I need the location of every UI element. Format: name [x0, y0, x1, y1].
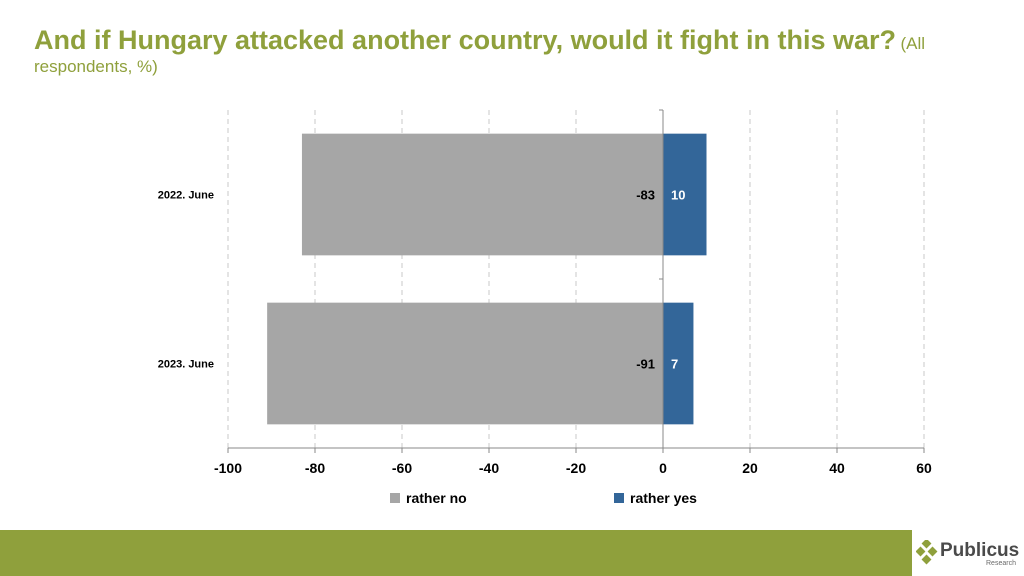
data-label: -83: [636, 188, 655, 203]
x-tick-label: 20: [742, 460, 758, 476]
logo-sub: Research: [986, 560, 1016, 567]
chart-title-sub: (All respondents, %): [34, 34, 926, 76]
logo-diamond-icon: [916, 540, 938, 565]
x-tick-label: -60: [392, 460, 412, 476]
x-tick-label: -20: [566, 460, 586, 476]
bar-rather-no: [301, 133, 663, 256]
bar-rather-yes: [663, 133, 707, 256]
x-tick-label: -40: [479, 460, 499, 476]
chart-title: And if Hungary attacked another country,…: [34, 24, 994, 78]
footer-bar: [0, 530, 912, 576]
x-tick-label: 0: [659, 460, 667, 476]
publicus-logo: Publicus Research: [916, 536, 1024, 572]
x-tick-label: -100: [214, 460, 242, 476]
data-label: -91: [636, 357, 655, 372]
bar-rather-yes: [663, 302, 694, 425]
x-tick-label: 40: [829, 460, 845, 476]
logo-name: Publicus: [940, 540, 1020, 561]
x-tick-label: 60: [916, 460, 932, 476]
category-label: 2022. June: [158, 190, 214, 202]
legend-label: rather yes: [630, 490, 697, 506]
legend-swatch-rather-no: [390, 493, 400, 503]
data-label: 10: [671, 188, 685, 203]
category-label: 2023. June: [158, 359, 214, 371]
bar-rather-no: [267, 302, 663, 425]
legend-swatch-rather-yes: [614, 493, 624, 503]
data-label: 7: [671, 357, 678, 372]
legend-label: rather no: [406, 490, 467, 506]
chart-title-main: And if Hungary attacked another country,…: [34, 25, 897, 55]
x-tick-label: -80: [305, 460, 325, 476]
